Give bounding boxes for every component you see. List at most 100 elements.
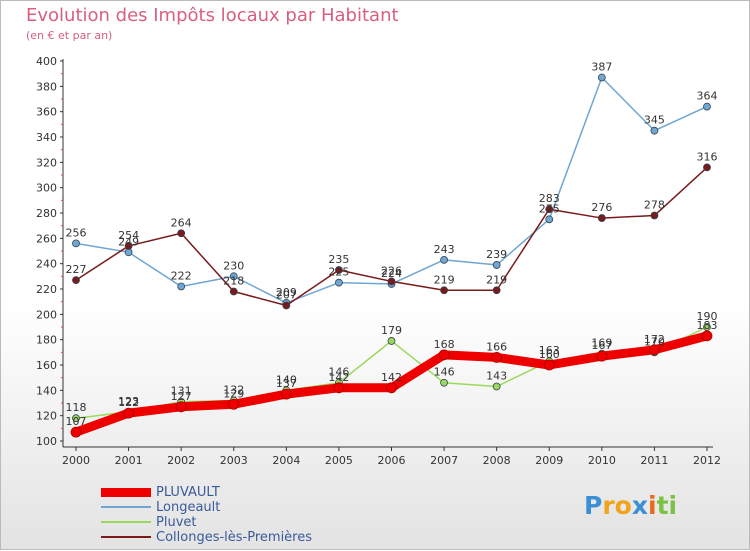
y-tick-label: 160 bbox=[36, 359, 57, 372]
y-tick-label: 240 bbox=[36, 258, 57, 271]
series-point bbox=[228, 398, 240, 410]
data-label: 163 bbox=[539, 344, 560, 357]
data-label: 132 bbox=[223, 383, 244, 396]
y-tick-label: 120 bbox=[36, 410, 57, 423]
data-label: 209 bbox=[276, 286, 297, 299]
data-label: 146 bbox=[434, 366, 455, 379]
data-label: 264 bbox=[171, 216, 192, 229]
y-tick-label: 300 bbox=[36, 182, 57, 195]
data-label: 140 bbox=[276, 373, 297, 386]
x-tick-label: 2006 bbox=[378, 454, 406, 467]
series-point bbox=[282, 301, 291, 310]
logo-letter: r bbox=[602, 491, 615, 520]
y-tick-label: 320 bbox=[36, 156, 57, 169]
data-label: 190 bbox=[697, 310, 718, 323]
legend-swatch bbox=[101, 506, 151, 508]
series-point bbox=[703, 163, 711, 172]
y-tick-label: 220 bbox=[36, 283, 57, 296]
series-point bbox=[596, 350, 608, 362]
data-label: 131 bbox=[171, 385, 192, 398]
data-label: 168 bbox=[434, 338, 455, 351]
data-label: 169 bbox=[591, 337, 612, 350]
series-point bbox=[701, 330, 713, 342]
legend-item: Longeault bbox=[101, 500, 361, 515]
data-label: 283 bbox=[539, 192, 560, 205]
x-tick-label: 2008 bbox=[483, 454, 511, 467]
legend-swatch bbox=[101, 488, 151, 497]
data-label: 235 bbox=[328, 253, 349, 266]
data-label: 275 bbox=[539, 202, 560, 215]
series-point bbox=[440, 378, 448, 387]
series-point bbox=[72, 276, 80, 285]
data-label: 249 bbox=[118, 235, 139, 248]
y-tick-label: 100 bbox=[36, 435, 57, 448]
series-point bbox=[597, 214, 606, 222]
data-label: 219 bbox=[486, 273, 507, 286]
y-tick-label: 140 bbox=[36, 384, 57, 397]
x-tick-label: 2007 bbox=[430, 454, 458, 467]
data-label: 118 bbox=[66, 401, 87, 414]
data-label: 142 bbox=[381, 371, 402, 384]
x-tick-label: 2010 bbox=[588, 454, 616, 467]
data-label: 166 bbox=[486, 340, 507, 353]
series-point bbox=[387, 277, 396, 286]
series-point bbox=[545, 215, 554, 224]
data-label: 276 bbox=[591, 201, 612, 214]
legend-item: Pluvet bbox=[101, 515, 361, 530]
series-point bbox=[72, 239, 80, 248]
y-tick-label: 280 bbox=[36, 207, 57, 220]
data-label: 222 bbox=[171, 269, 192, 282]
series-point bbox=[124, 242, 133, 250]
series-point bbox=[70, 426, 82, 438]
series-point bbox=[386, 382, 397, 394]
chart-subtitle: (en € et par an) bbox=[26, 29, 113, 42]
x-tick-label: 2005 bbox=[325, 454, 353, 467]
series-point bbox=[177, 229, 186, 238]
data-label: 226 bbox=[381, 264, 402, 277]
legend-swatch bbox=[101, 521, 151, 523]
data-label: 387 bbox=[591, 60, 612, 73]
data-label: 224 bbox=[381, 267, 402, 280]
series-point bbox=[492, 261, 501, 269]
legend-label: Pluvet bbox=[156, 515, 197, 530]
proxiti-logo: Proxiti bbox=[584, 491, 677, 520]
series-point bbox=[177, 282, 186, 291]
series-point bbox=[280, 388, 292, 400]
series-point bbox=[175, 401, 187, 413]
series-point bbox=[72, 414, 80, 423]
y-tick-label: 360 bbox=[36, 106, 57, 119]
series-point bbox=[543, 359, 555, 371]
y-tick-label: 400 bbox=[36, 55, 57, 68]
data-label: 179 bbox=[381, 324, 402, 337]
x-tick-label: 2002 bbox=[167, 454, 195, 467]
data-label: 183 bbox=[697, 319, 718, 332]
data-label: 218 bbox=[223, 275, 244, 288]
data-label: 172 bbox=[644, 333, 665, 346]
series-point bbox=[440, 286, 448, 295]
series-point bbox=[438, 349, 450, 361]
logo-letter: x bbox=[631, 491, 648, 520]
legend-label: Collonges-lès-Premières bbox=[156, 530, 313, 545]
data-label: 256 bbox=[66, 226, 87, 239]
data-label: 345 bbox=[644, 114, 665, 127]
data-label: 123 bbox=[118, 395, 139, 408]
series-point bbox=[545, 205, 554, 214]
chart-title: Evolution des Impôts locaux par Habitant bbox=[26, 5, 399, 26]
series-point bbox=[492, 382, 501, 391]
data-label: 160 bbox=[539, 348, 560, 361]
series-point bbox=[335, 278, 343, 287]
data-label: 243 bbox=[434, 243, 455, 256]
x-tick-label: 2000 bbox=[62, 454, 90, 467]
data-label: 143 bbox=[486, 370, 507, 383]
series-point bbox=[229, 287, 238, 296]
logo-letter: i bbox=[648, 491, 657, 520]
data-label: 170 bbox=[644, 335, 665, 348]
logo-letter: P bbox=[584, 491, 603, 520]
data-label: 225 bbox=[328, 266, 349, 279]
data-label: 219 bbox=[434, 273, 455, 286]
legend-item: Collonges-lès-Premières bbox=[101, 530, 361, 545]
series-point bbox=[491, 351, 503, 363]
data-label: 146 bbox=[328, 366, 349, 379]
y-tick-label: 260 bbox=[36, 232, 57, 245]
